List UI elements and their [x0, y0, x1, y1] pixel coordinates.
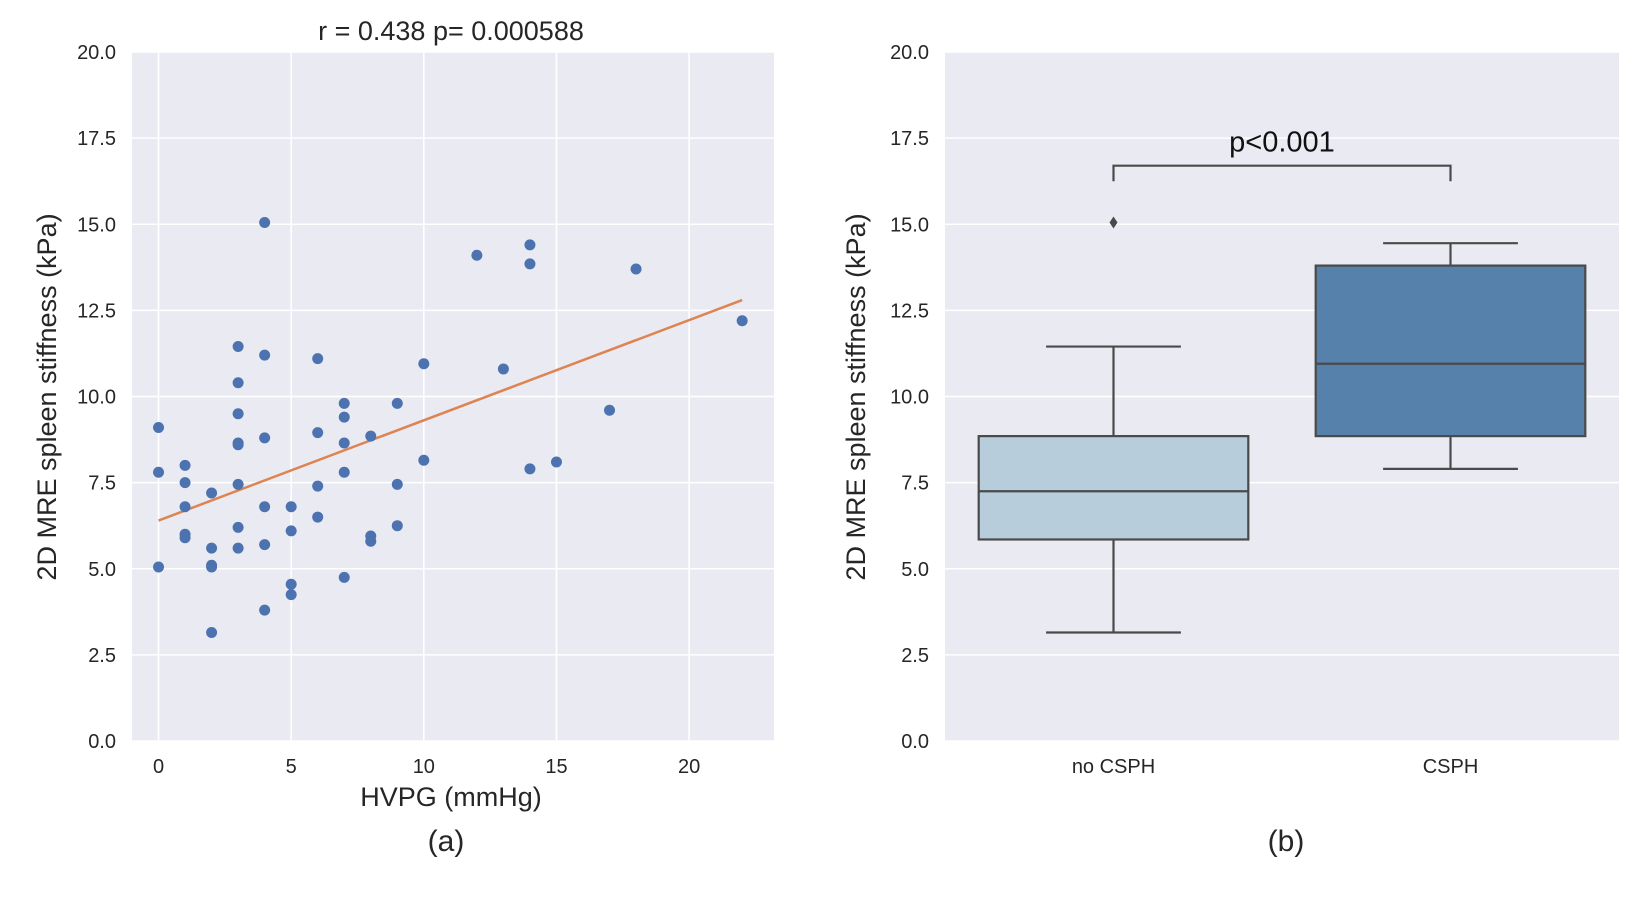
scatter-point	[233, 543, 244, 554]
scatter-point	[339, 412, 350, 423]
scatter-x-tick-label: 5	[286, 756, 297, 778]
scatter-point	[206, 562, 217, 573]
scatter-y-tick-label: 2.5	[88, 645, 116, 667]
scatter-point	[418, 358, 429, 369]
boxplot-y-tick-label: 12.5	[890, 300, 929, 322]
scatter-point	[339, 398, 350, 409]
scatter-point	[418, 455, 429, 466]
scatter-point	[206, 543, 217, 554]
panel-label-a: (a)	[428, 825, 465, 858]
scatter-point	[233, 522, 244, 533]
scatter-point	[524, 239, 535, 250]
boxplot-category-label: CSPH	[1423, 756, 1479, 778]
significance-annotation: p<0.001	[1229, 127, 1335, 159]
scatter-point	[339, 572, 350, 583]
scatter-point	[153, 467, 164, 478]
scatter-point	[312, 353, 323, 364]
boxplot-y-tick-label: 20.0	[890, 42, 929, 64]
scatter-point	[339, 467, 350, 478]
scatter-point	[737, 315, 748, 326]
scatter-panel: 0.0 2.5 5.0 7.5 10.0 12.5 15.0 17.5 20.0 0 5 10 15 2…	[32, 16, 774, 858]
scatter-point	[206, 487, 217, 498]
scatter-point	[233, 408, 244, 419]
scatter-x-tick-label: 20	[678, 756, 700, 778]
scatter-point	[259, 350, 270, 361]
scatter-point	[233, 377, 244, 388]
scatter-point	[259, 539, 270, 550]
scatter-y-tick-label: 0.0	[88, 731, 116, 753]
scatter-point	[365, 536, 376, 547]
scatter-point	[206, 627, 217, 638]
scatter-y-tick-label: 7.5	[88, 473, 116, 495]
scatter-y-tick-label: 10.0	[77, 387, 116, 409]
boxplot-y-axis-label: 2D MRE spleen stiffness (kPa)	[841, 213, 871, 580]
figure: 0.0 2.5 5.0 7.5 10.0 12.5 15.0 17.5 20.0 0 5 10 15 2…	[0, 0, 1636, 914]
box-group	[1316, 243, 1586, 469]
scatter-point	[259, 432, 270, 443]
scatter-point	[524, 258, 535, 269]
panel-label-b: (b)	[1268, 825, 1305, 858]
scatter-point	[259, 605, 270, 616]
scatter-y-tick-label: 5.0	[88, 559, 116, 581]
scatter-point	[286, 589, 297, 600]
scatter-y-tick-labels: 0.0 2.5 5.0 7.5 10.0 12.5 15.0 17.5 20.0	[77, 42, 116, 753]
scatter-point	[180, 532, 191, 543]
scatter-point	[312, 512, 323, 523]
scatter-point	[471, 250, 482, 261]
scatter-point	[233, 479, 244, 490]
scatter-point	[153, 562, 164, 573]
scatter-x-tick-labels: 0 5 10 15 20	[153, 756, 700, 778]
box-iqr	[979, 436, 1249, 539]
scatter-x-tick-label: 15	[545, 756, 567, 778]
scatter-point	[180, 477, 191, 488]
boxplot-category-label: no CSPH	[1072, 756, 1155, 778]
scatter-y-axis-label: 2D MRE spleen stiffness (kPa)	[32, 213, 62, 580]
boxplot-y-tick-label: 15.0	[890, 214, 929, 236]
scatter-point	[365, 431, 376, 442]
scatter-point	[631, 264, 642, 275]
scatter-point	[498, 363, 509, 374]
scatter-point	[392, 520, 403, 531]
scatter-x-tick-label: 10	[413, 756, 435, 778]
scatter-x-tick-label: 0	[153, 756, 164, 778]
scatter-y-tick-label: 15.0	[77, 214, 116, 236]
scatter-point	[233, 341, 244, 352]
boxplot-panel: 0.0 2.5 5.0 7.5 10.0 12.5 15.0 17.5 20.0 no CSPH…	[841, 42, 1619, 858]
boxplot-category-labels: no CSPH CSPH	[1072, 756, 1478, 778]
boxplot-y-tick-label: 10.0	[890, 387, 929, 409]
scatter-x-axis-label: HVPG (mmHg)	[360, 782, 542, 812]
scatter-point	[259, 501, 270, 512]
box-iqr	[1316, 266, 1586, 437]
scatter-title: r = 0.438 p= 0.000588	[318, 16, 584, 46]
boxplot-y-tick-label: 2.5	[901, 645, 929, 667]
scatter-point	[180, 501, 191, 512]
scatter-point	[604, 405, 615, 416]
scatter-point	[233, 439, 244, 450]
scatter-point	[312, 481, 323, 492]
scatter-point	[180, 460, 191, 471]
scatter-point	[392, 479, 403, 490]
scatter-y-tick-label: 20.0	[77, 42, 116, 64]
scatter-point	[312, 427, 323, 438]
scatter-point	[286, 525, 297, 536]
boxplot-y-tick-labels: 0.0 2.5 5.0 7.5 10.0 12.5 15.0 17.5 20.0	[890, 42, 929, 753]
boxplot-y-tick-label: 5.0	[901, 559, 929, 581]
scatter-point	[551, 456, 562, 467]
boxplot-y-tick-label: 0.0	[901, 731, 929, 753]
scatter-y-tick-label: 12.5	[77, 300, 116, 322]
boxplot-y-tick-label: 17.5	[890, 128, 929, 150]
scatter-point	[524, 463, 535, 474]
scatter-point	[286, 501, 297, 512]
scatter-point	[259, 217, 270, 228]
boxplot-y-tick-label: 7.5	[901, 473, 929, 495]
scatter-point	[286, 579, 297, 590]
scatter-point	[153, 422, 164, 433]
scatter-point	[392, 398, 403, 409]
scatter-point	[339, 438, 350, 449]
scatter-y-tick-label: 17.5	[77, 128, 116, 150]
